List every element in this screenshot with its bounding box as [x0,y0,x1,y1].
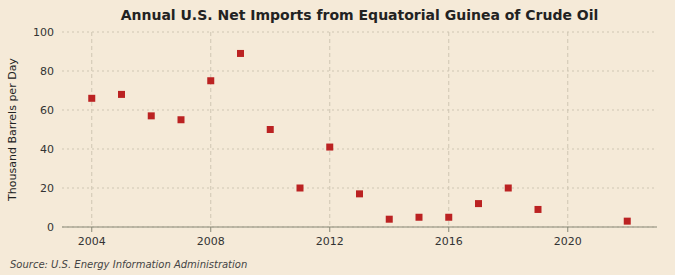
y-tick-label: 20 [40,182,54,195]
y-tick-label: 80 [40,65,54,78]
x-tick-label: 2004 [78,235,106,248]
point [118,91,125,98]
point [267,126,274,133]
grid [62,32,657,227]
x-tick [567,227,568,232]
point [237,50,244,57]
point [505,185,512,192]
point [445,214,452,221]
point [148,112,155,119]
source-annotation: Source: U.S. Energy Information Administ… [10,259,247,270]
x-grid-line [329,32,330,227]
point [624,218,631,225]
x-grid-line [210,32,211,227]
chart-container: 0 20 40 60 80 100 2004 2008 2012 2016 2020 Annual U… [0,0,675,275]
point [356,190,363,197]
x-tick-label: 2008 [197,235,225,248]
y-grid-line [62,227,657,228]
y-tick-label: 60 [40,104,54,117]
x-grid-line [567,32,568,227]
x-tick [329,227,330,232]
x-axis-line [62,227,657,228]
x-grid-line [448,32,449,227]
point [88,95,95,102]
point [297,185,304,192]
y-grid-line [62,149,657,150]
y-tick-label: 100 [33,26,54,39]
point [178,116,185,123]
point [535,206,542,213]
x-grid-line [91,32,92,227]
point [207,77,214,84]
x-tick-label: 2016 [435,235,463,248]
point [475,200,482,207]
chart: 0 20 40 60 80 100 2004 2008 2012 2016 2020 Annual U… [0,0,675,275]
point [416,214,423,221]
points [88,50,631,225]
x-tick-label: 2012 [316,235,344,248]
point [386,216,393,223]
x-tick-label: 2020 [554,235,582,248]
y-axis-label: Thousand Barrels per Day [6,58,19,202]
title: Annual U.S. Net Imports from Equatorial … [121,7,599,23]
point [326,144,333,151]
x-tick [210,227,211,232]
x-tick [448,227,449,232]
y-tick-label: 0 [47,221,54,234]
y-tick-label: 40 [40,143,54,156]
x-tick [91,227,92,232]
